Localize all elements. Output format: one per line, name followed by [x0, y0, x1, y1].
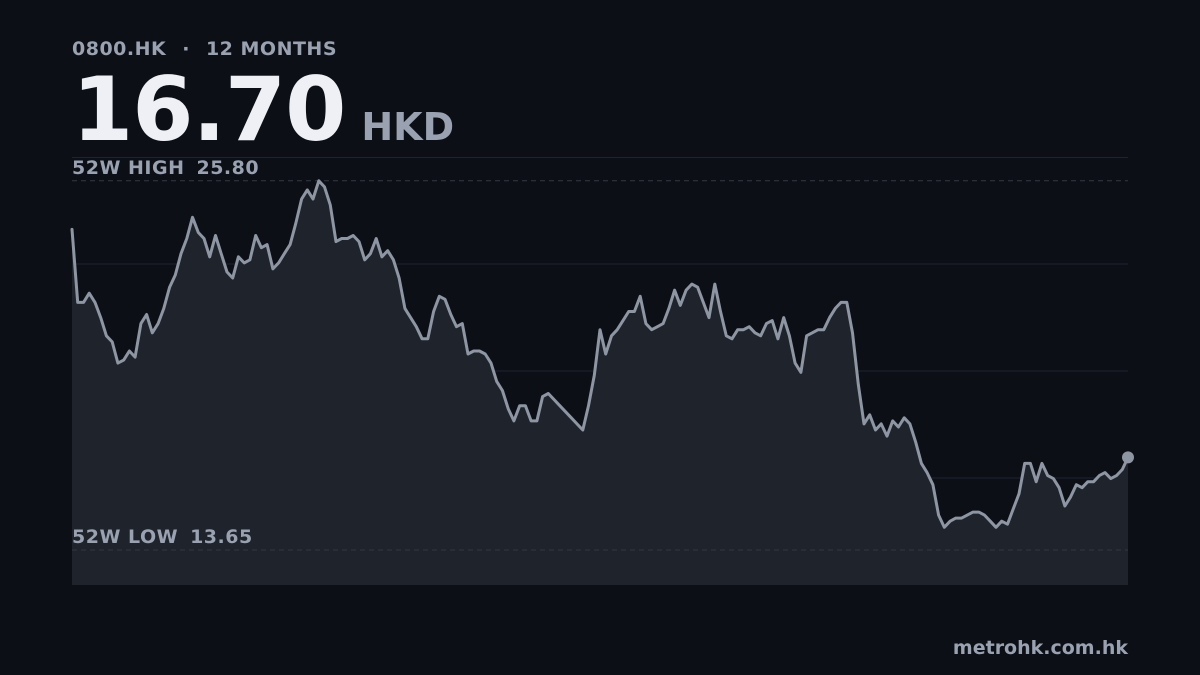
- price-area: [72, 180, 1128, 586]
- price-row: 16.70 HKD: [72, 66, 454, 154]
- period-label: 12 MONTHS: [205, 38, 338, 60]
- low-label-text: 52W LOW: [72, 526, 179, 549]
- level-lines: [72, 180, 1128, 551]
- brand-footer: metrohk.com.hk: [952, 637, 1128, 659]
- header-divider: [72, 157, 1128, 158]
- low-level-label: 52W LOW 13.65: [72, 526, 253, 548]
- low-value: 13.65: [190, 526, 253, 549]
- high-level-label: 52W HIGH 25.80: [72, 157, 259, 179]
- currency-label: HKD: [361, 105, 455, 149]
- high-value: 25.80: [196, 156, 260, 179]
- last-price-marker: [1122, 451, 1134, 464]
- separator-dot: ·: [182, 38, 190, 60]
- chart-subtitle: 0800.HK · 12 MONTHS: [72, 38, 337, 60]
- high-label-text: 52W HIGH: [72, 156, 185, 179]
- current-price: 16.70: [72, 58, 346, 161]
- price-line: [70, 179, 1130, 529]
- ticker-symbol: 0800.HK: [72, 38, 167, 60]
